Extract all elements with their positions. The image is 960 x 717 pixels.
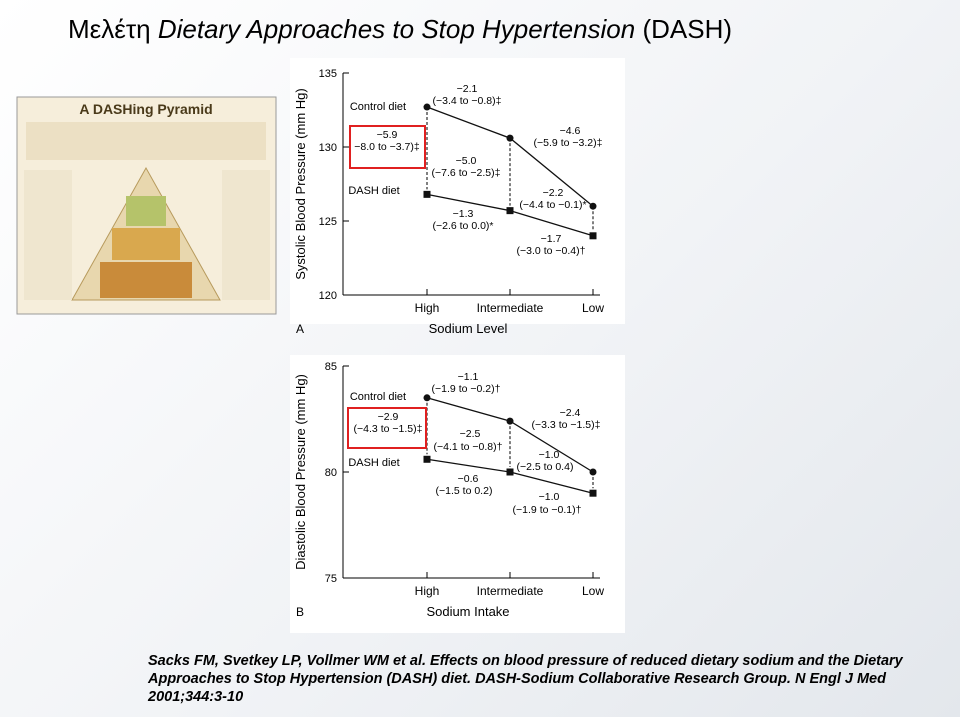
x-axis-title: Sodium Intake [426, 604, 509, 619]
annotation: (−1.5 to 0.2) [436, 485, 493, 497]
x-axis-title: Sodium Level [429, 321, 508, 336]
point [589, 468, 597, 476]
annotation: −0.6 [458, 473, 479, 485]
y-tick-label: 135 [319, 68, 337, 80]
annotation: (−2.5 to 0.4) [517, 461, 574, 473]
text-block [24, 170, 72, 300]
x-tick-label: Intermediate [477, 584, 544, 598]
highlight-box [347, 407, 427, 449]
annotation: −4.6 [560, 125, 581, 137]
annotation: (−3.4 to −0.8)‡ [433, 95, 502, 107]
series-label: Control diet [350, 391, 406, 403]
y-tick-label: 80 [325, 467, 337, 479]
annotation: (−1.9 to −0.1)† [513, 504, 582, 516]
y-tick-label: 120 [319, 290, 337, 302]
pyramid-title: A DASHing Pyramid [79, 101, 212, 117]
point [589, 489, 597, 497]
annotation: −5.0 [456, 155, 477, 167]
annotation: (−4.3 to −1.5)‡ [354, 423, 423, 435]
series-label: DASH diet [348, 457, 399, 469]
panel-label: B [296, 605, 304, 619]
point [423, 190, 431, 198]
y-tick-label: 85 [325, 361, 337, 373]
title-part: Μελέτη [68, 14, 151, 44]
slide-title: Μελέτη Dietary Approaches to Stop Hypert… [68, 14, 732, 44]
annotation: (−2.6 to 0.0)* [433, 220, 494, 232]
annotation: −2.4 [560, 407, 581, 419]
annotation: (−1.9 to −0.2)† [432, 383, 501, 395]
annotation: (−3.3 to −1.5)‡ [532, 419, 601, 431]
x-tick-label: High [415, 584, 440, 598]
pyramid-tier [100, 262, 192, 298]
annotation: (−5.9 to −3.2)‡ [534, 137, 603, 149]
panel-label: A [296, 322, 304, 336]
point [423, 394, 431, 402]
annotation: (−4.4 to −0.1)* [519, 199, 586, 211]
annotation: −1.0 [539, 491, 560, 503]
point [423, 103, 431, 111]
text-block [222, 170, 270, 300]
slide-canvas: Μελέτη Dietary Approaches to Stop Hypert… [16, 14, 733, 633]
annotation: −2.5 [460, 428, 481, 440]
annotation: −1.3 [453, 208, 474, 220]
annotation: −2.2 [543, 187, 564, 199]
y-tick-label: 75 [325, 573, 337, 585]
annotation: −2.1 [457, 83, 478, 95]
pyramid-tier [126, 196, 166, 226]
annotation: −2.9 [378, 411, 399, 423]
annotation: −8.0 to −3.7)‡ [354, 141, 420, 153]
annotation: (−4.1 to −0.8)† [434, 441, 503, 453]
annotation: −1.7 [541, 233, 562, 245]
annotation: −1.0 [539, 449, 560, 461]
x-tick-label: Low [582, 301, 604, 315]
annotation: −1.1 [458, 371, 479, 383]
y-tick-label: 125 [319, 216, 337, 228]
point [589, 202, 597, 210]
annotation: (−3.0 to −0.4)† [517, 245, 586, 257]
annotation: −5.9 [377, 129, 398, 141]
x-tick-label: High [415, 301, 440, 315]
point [506, 417, 514, 425]
annotation: (−7.6 to −2.5)‡ [432, 167, 501, 179]
point [506, 468, 514, 476]
point [506, 207, 514, 215]
point [423, 455, 431, 463]
series-label: Control diet [350, 101, 406, 113]
pyramid-image: A DASHing Pyramid [16, 96, 277, 315]
series-label: DASH diet [348, 185, 399, 197]
y-axis-title: Diastolic Blood Pressure (mm Hg) [293, 374, 308, 570]
pyramid-tier [112, 228, 180, 260]
panel-background [290, 58, 625, 324]
point [506, 134, 514, 142]
y-axis-title: Systolic Blood Pressure (mm Hg) [293, 88, 308, 279]
text-block [26, 122, 266, 160]
point [589, 232, 597, 240]
title-part: (DASH) [642, 14, 732, 44]
x-tick-label: Low [582, 584, 604, 598]
x-tick-label: Intermediate [477, 301, 544, 315]
highlight-box [349, 125, 426, 169]
panel-background [290, 355, 625, 633]
title-part: Dietary Approaches to Stop Hypertension [158, 14, 635, 44]
y-tick-label: 130 [319, 142, 337, 154]
citation: Sacks FM, Svetkey LP, Vollmer WM et al. … [148, 653, 903, 705]
